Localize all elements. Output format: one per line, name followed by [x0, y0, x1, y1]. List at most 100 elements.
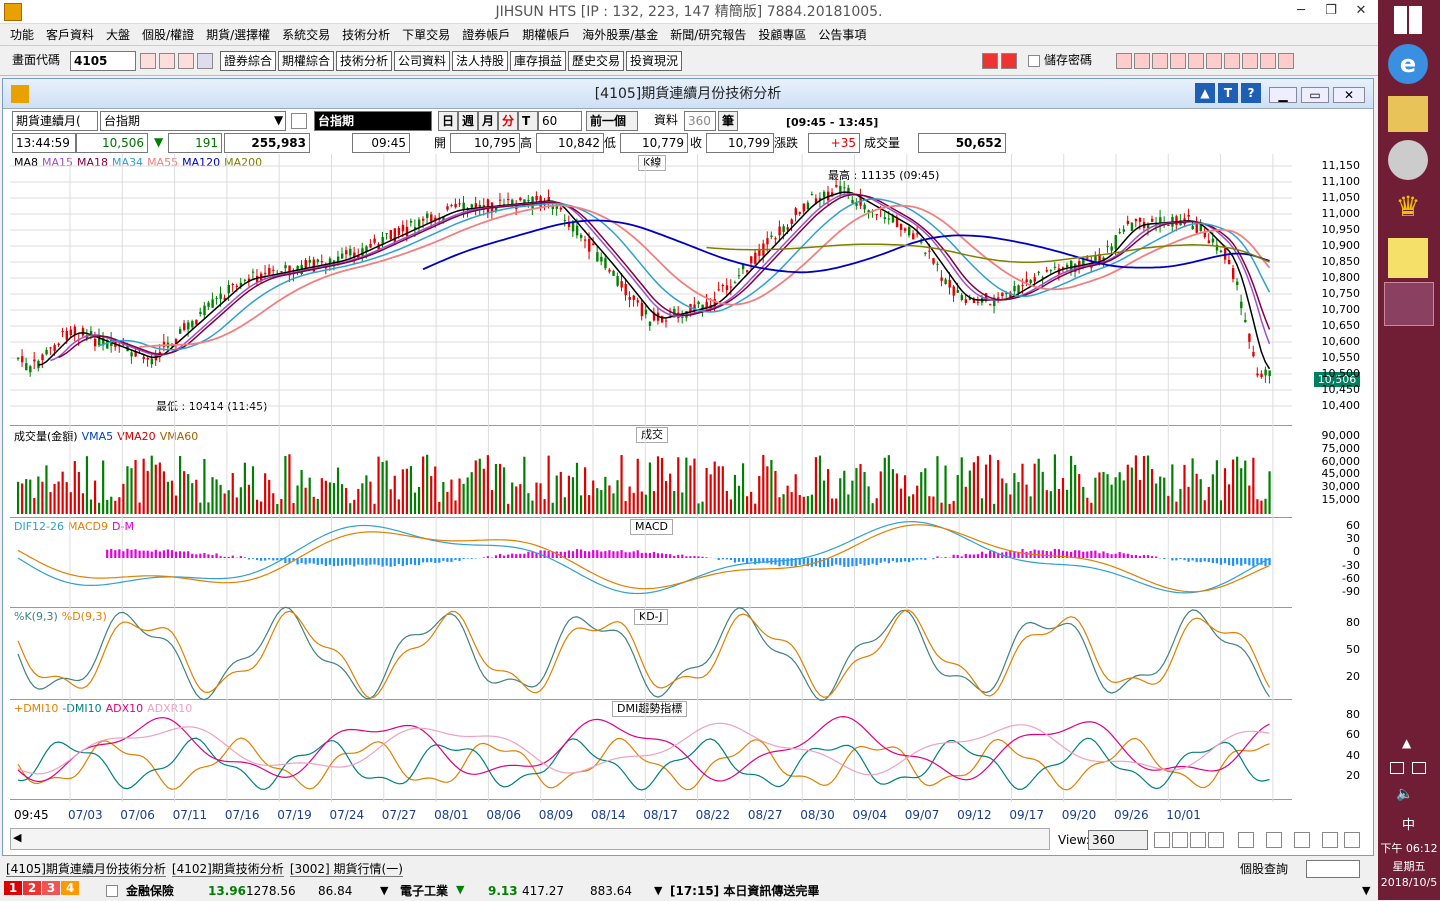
print-tool-icon[interactable]	[1260, 53, 1276, 69]
product-name-select[interactable]: 台指期	[100, 111, 286, 131]
menu-item-11[interactable]: 新聞/研究報告	[664, 24, 752, 45]
tool-icon-10[interactable]	[1278, 53, 1294, 69]
menu-item-9[interactable]: 期權帳戶	[516, 24, 576, 45]
toolbar-button-3[interactable]: 公司資料	[394, 51, 450, 71]
tool-icon-8[interactable]	[1242, 53, 1258, 69]
dropdown-arrow-icon[interactable]: ▼	[274, 113, 283, 127]
period-button-1[interactable]: 週	[458, 111, 478, 131]
pen-icon[interactable]	[1322, 832, 1338, 848]
up-chevron-icon[interactable]: ▲	[1402, 736, 1411, 750]
sticky-notes-icon[interactable]	[1388, 238, 1428, 278]
period-button-3[interactable]: 分	[498, 111, 518, 131]
arrow-right-icon[interactable]	[1001, 53, 1017, 69]
tool-icon-2[interactable]	[1134, 53, 1150, 69]
toolbar-button-1[interactable]: 期權綜合	[278, 51, 334, 71]
file-explorer-icon[interactable]	[1388, 96, 1428, 132]
zoom-icon[interactable]	[1154, 832, 1170, 848]
chart-scrollbar[interactable]: ◀	[10, 828, 1050, 850]
tool-icon-4[interactable]	[1170, 53, 1186, 69]
tool-icon-7[interactable]	[1224, 53, 1240, 69]
zoom-icon-3[interactable]	[1190, 832, 1206, 848]
menu-item-0[interactable]: 功能	[4, 24, 40, 45]
menu-item-10[interactable]: 海外股票/基金	[576, 24, 664, 45]
help-icon[interactable]: ?	[1241, 83, 1261, 103]
period-button-0[interactable]: 日	[438, 111, 458, 131]
menu-item-7[interactable]: 下單交易	[396, 24, 456, 45]
save-pw-checkbox[interactable]	[1028, 55, 1040, 67]
ticker-tab-1[interactable]: 2	[23, 881, 41, 895]
menu-item-5[interactable]: 系統交易	[276, 24, 336, 45]
interval-select[interactable]: 60	[538, 111, 582, 131]
window-minimize-button[interactable]: ▁	[1269, 87, 1297, 103]
view-input[interactable]: 360	[1088, 830, 1148, 850]
menu-item-8[interactable]: 證券帳戶	[456, 24, 516, 45]
period-button-4[interactable]: T	[518, 111, 538, 131]
period-button-2[interactable]: 月	[478, 111, 498, 131]
window-icon-2[interactable]	[1294, 832, 1310, 848]
menu-item-1[interactable]: 客戶資料	[40, 24, 100, 45]
ime-indicator[interactable]: 中	[1402, 814, 1415, 833]
network-icon[interactable]	[1412, 762, 1426, 774]
draw-tool-icon[interactable]	[1116, 53, 1132, 69]
close-button[interactable]: ✕	[1346, 0, 1376, 22]
message-dropdown-icon[interactable]: ▼	[1362, 884, 1370, 897]
toolbar-button-4[interactable]: 法人持股	[452, 51, 508, 71]
toolbar-button-5[interactable]: 庫存損益	[510, 51, 566, 71]
chevron-down-icon[interactable]	[197, 53, 213, 69]
prev-button[interactable]: 前一個	[586, 111, 638, 131]
ticker1-dropdown-icon[interactable]: ▼	[380, 884, 388, 897]
ticker-tab-0[interactable]: 1	[4, 881, 22, 895]
data-count-input[interactable]: 360	[684, 111, 716, 131]
alert-icon[interactable]	[178, 53, 194, 69]
arrow-up-icon[interactable]: ▲	[1195, 83, 1215, 103]
stock-query-input[interactable]	[1306, 860, 1360, 878]
toolbar-button-6[interactable]: 歷史交易	[568, 51, 624, 71]
windows-start-icon[interactable]	[1394, 6, 1422, 34]
tool-icon-5[interactable]	[1188, 53, 1204, 69]
crown-icon[interactable]: ♛	[1388, 190, 1428, 226]
volume-icon[interactable]: 🔈	[1396, 786, 1413, 802]
toolbar-button-0[interactable]: 證券綜合	[220, 51, 276, 71]
toolbar-button-2[interactable]: 技術分析	[336, 51, 392, 71]
code-input[interactable]: 4105	[70, 51, 136, 71]
zoom-icon-2[interactable]	[1172, 832, 1188, 848]
minimize-button[interactable]: ─	[1286, 0, 1316, 22]
search-icon[interactable]	[140, 53, 156, 69]
scroll-left-icon[interactable]: ◀	[13, 831, 21, 844]
menu-item-3[interactable]: 個股/權證	[136, 24, 200, 45]
menu-item-13[interactable]: 公告事項	[812, 24, 872, 45]
hts-app-icon[interactable]	[1384, 282, 1434, 326]
ie-icon[interactable]: e	[1388, 44, 1428, 84]
window-tab-2[interactable]: [3002] 期貨行情(一)	[290, 862, 403, 877]
window-restore-button[interactable]: ▭	[1301, 87, 1329, 103]
clock-time[interactable]: 下午 06:12	[1378, 840, 1440, 856]
ticker-tab-2[interactable]: 3	[42, 881, 60, 895]
print-icon[interactable]	[159, 53, 175, 69]
menu-item-12[interactable]: 投顧專區	[752, 24, 812, 45]
search-icon-2[interactable]	[291, 113, 307, 129]
arrow-left-icon[interactable]	[982, 53, 998, 69]
mail-icon[interactable]	[1390, 762, 1404, 774]
window-tab-0[interactable]: [4105]期貨連續月份技術分析	[6, 862, 166, 877]
ticker2-dropdown-icon[interactable]: ▼	[654, 884, 662, 897]
maximize-button[interactable]: ❐	[1316, 0, 1346, 22]
menu-item-6[interactable]: 技術分析	[336, 24, 396, 45]
indicator-icon[interactable]	[1238, 832, 1254, 848]
product-type-select[interactable]: 期貨連續月(	[12, 111, 98, 131]
tool-icon-6[interactable]	[1206, 53, 1222, 69]
menu-item-4[interactable]: 期貨/選擇權	[200, 24, 276, 45]
toolbar-button-7[interactable]: 投資現況	[626, 51, 682, 71]
copy-icon[interactable]	[1266, 832, 1282, 848]
ticker-tab-3[interactable]: 4	[61, 881, 79, 895]
gear-icon[interactable]	[1344, 832, 1360, 848]
zoom-icon-4[interactable]	[1208, 832, 1224, 848]
text-icon[interactable]: T	[1218, 83, 1238, 103]
ticker-checkbox[interactable]	[106, 885, 118, 897]
window-close-button[interactable]: ✕	[1333, 87, 1365, 103]
paint-icon[interactable]	[1388, 140, 1428, 180]
unit-button[interactable]: 筆	[718, 111, 738, 131]
menu-item-2[interactable]: 大盤	[100, 24, 136, 45]
tool-icon-3[interactable]	[1152, 53, 1168, 69]
window-tab-1[interactable]: [4102]期貨技術分析	[172, 862, 284, 877]
